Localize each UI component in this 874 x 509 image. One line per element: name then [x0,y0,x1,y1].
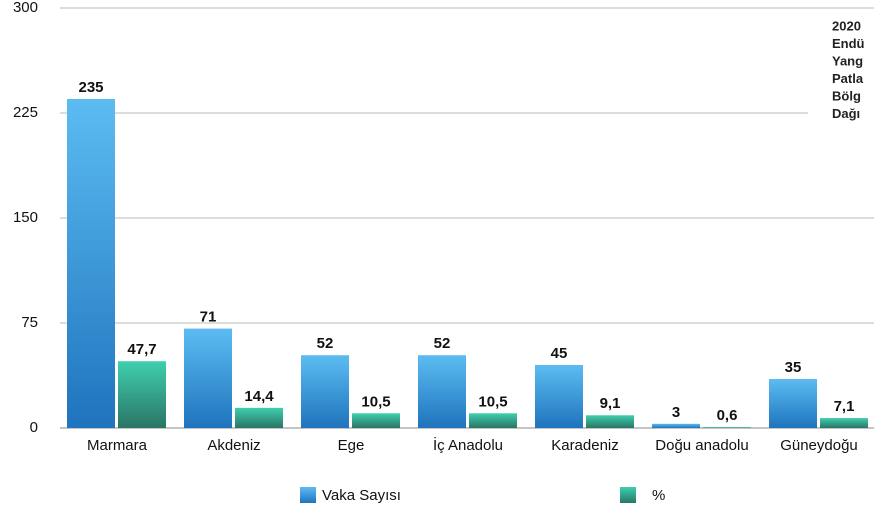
bar [586,415,634,428]
bar [469,413,517,428]
data-label: 3 [672,404,680,421]
bar [535,365,583,428]
chart-title: Patla [832,71,864,86]
y-tick-label: 75 [21,314,38,331]
bar [769,379,817,428]
bar [418,355,466,428]
bar [703,427,751,428]
y-tick-label: 225 [13,104,38,121]
data-label: 52 [317,335,334,352]
bar [118,361,166,428]
x-tick-label: Güneydoğu [780,437,858,454]
title-bg [808,9,874,149]
data-label: 52 [434,335,451,352]
x-tick-label: Akdeniz [207,437,260,454]
bar [235,407,283,428]
x-tick-label: Doğu anadolu [655,437,748,454]
data-label: 35 [785,359,802,376]
data-label: 0,6 [717,407,738,424]
data-label: 10,5 [478,393,507,410]
data-label: 235 [78,79,103,96]
bar [652,423,700,428]
y-tick-label: 0 [30,419,38,436]
x-tick-label: Marmara [87,437,148,454]
x-tick-label: İç Anadolu [433,436,503,454]
data-label: 47,7 [127,341,156,358]
data-label: 10,5 [361,393,390,410]
bar [184,328,232,428]
data-label: 45 [551,345,568,362]
chart-title: 2020 [832,18,861,33]
y-tick-label: 150 [13,209,38,226]
data-label: 14,4 [244,388,274,405]
legend-swatch [620,487,636,503]
chart-title: Bölg [832,88,861,103]
bar [352,413,400,428]
data-label: 71 [200,309,217,326]
bar [820,418,868,428]
data-label: 9,1 [600,395,621,412]
bar [67,99,115,428]
x-tick-label: Karadeniz [551,437,619,454]
chart-title: Yang [832,53,863,68]
data-label: 7,1 [834,398,855,415]
legend-swatch [300,487,316,503]
x-tick-label: Ege [338,437,365,454]
bar [301,355,349,428]
chart-title: Endü [832,36,865,51]
legend-label: % [652,487,665,504]
y-tick-label: 300 [13,0,38,16]
chart-title: Dağı [832,106,860,121]
legend-label: Vaka Sayısı [322,487,401,504]
